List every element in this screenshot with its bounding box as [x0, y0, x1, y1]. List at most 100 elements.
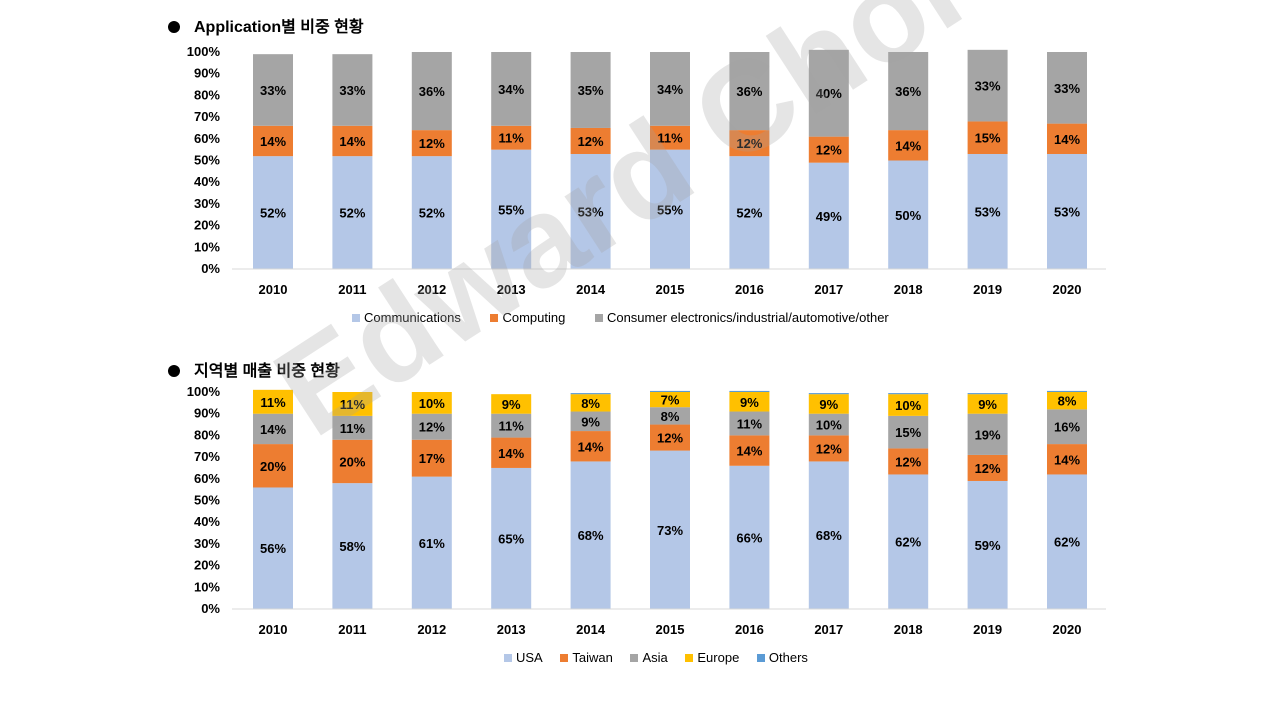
bullet-icon	[168, 365, 180, 377]
bar-segment-communications	[650, 149, 690, 269]
data-label: 33%	[260, 83, 286, 98]
bar-segment-computing	[729, 130, 770, 157]
x-tick-label: 2010	[259, 282, 288, 297]
bar-segment-communications	[253, 156, 293, 269]
legend-swatch	[560, 654, 569, 662]
chart2-legend: USA Taiwan Asia Europe Others	[504, 650, 808, 665]
data-label: 8%	[1058, 394, 1077, 409]
application-share-chart: 0% 10% 20% 30% 40% 50% 60% 70% 80% 90% 100% 52% 14% 3…	[0, 0, 1280, 340]
x-tick-label: 2016	[735, 622, 764, 637]
bar-segment-computing	[650, 125, 690, 150]
data-label: 68%	[578, 528, 604, 543]
data-label: 33%	[975, 79, 1001, 94]
bar-segment-consumer	[253, 54, 293, 126]
x-tick-label: 2012	[417, 282, 446, 297]
application-share-chart-svg: 0% 10% 20% 30% 40% 50% 60% 70% 80% 90% 100% 52% 14% 3…	[187, 44, 1106, 297]
data-label: 17%	[419, 451, 445, 466]
data-label: 35%	[578, 83, 604, 98]
data-label: 34%	[657, 82, 683, 97]
x-tick-label: 2010	[259, 622, 288, 637]
x-tick-label: 2012	[417, 622, 446, 637]
data-label: 61%	[419, 536, 445, 551]
chart1-title-text: Application별 비중 현황	[194, 19, 364, 36]
bar-segment-europe	[1047, 392, 1087, 410]
bar-segment-communications	[1047, 153, 1087, 269]
bar-segment-europe	[967, 394, 1008, 414]
bar-segment-computing	[967, 121, 1008, 154]
data-label: 7%	[661, 393, 680, 408]
legend-swatch	[630, 654, 639, 662]
bar-segment-usa	[888, 474, 929, 609]
legend-item-others: Others	[756, 650, 808, 665]
data-label: 12%	[895, 454, 921, 469]
y-tick-label: 80%	[194, 87, 220, 102]
bar-segment-communications	[411, 156, 452, 269]
bar-segment-usa	[411, 476, 452, 609]
y-tick-label: 30%	[194, 196, 220, 211]
bar-segment-consumer	[1047, 52, 1087, 124]
bar-segment-usa	[253, 487, 293, 609]
region-share-chart: 0% 10% 20% 30% 40% 50% 60% 70% 80% 90% 100% 56% 20% 1…	[0, 345, 1280, 690]
data-label: 50%	[895, 208, 921, 223]
bar-segment-europe	[332, 392, 373, 416]
data-label: 33%	[1054, 81, 1080, 96]
bar-segment-taiwan	[253, 444, 293, 488]
data-label: 15%	[895, 425, 921, 440]
y-tick-label: 100%	[187, 384, 221, 399]
bar-segment-consumer	[491, 52, 532, 126]
data-label: 58%	[339, 539, 365, 554]
bar-segment-taiwan	[808, 435, 849, 462]
data-label: 12%	[657, 431, 683, 446]
data-label: 11%	[260, 395, 286, 410]
legend-label: Taiwan	[572, 650, 613, 665]
bar-segment-communications	[967, 153, 1008, 269]
legend-swatch	[504, 654, 512, 662]
legend-label: Others	[768, 650, 808, 665]
data-label: 52%	[736, 206, 762, 221]
data-label: 62%	[895, 535, 921, 550]
data-label: 59%	[975, 538, 1001, 553]
data-label: 12%	[736, 136, 762, 151]
x-tick-label: 2011	[338, 622, 366, 637]
y-tick-label: 90%	[194, 66, 220, 81]
y-tick-label: 60%	[194, 471, 220, 486]
bar-segment-europe	[570, 394, 611, 412]
x-tick-label: 2011	[338, 282, 366, 297]
bar-segment-computing	[332, 125, 373, 157]
bar-segment-others	[650, 390, 690, 392]
x-tick-label: 2014	[576, 282, 606, 297]
bar-segment-europe	[650, 392, 690, 408]
bar-segment-others	[570, 393, 611, 395]
data-label: 12%	[578, 134, 604, 149]
legend-swatch	[685, 654, 694, 662]
data-label: 11%	[499, 419, 525, 434]
bar-segment-usa	[332, 483, 373, 609]
legend-label: Europe	[697, 650, 740, 665]
bar-segment-communications	[729, 156, 770, 269]
legend-label: Asia	[642, 650, 668, 665]
y-tick-label: 70%	[194, 449, 220, 464]
y-tick-label: 40%	[194, 514, 220, 529]
x-tick-label: 2015	[656, 622, 685, 637]
bar-segment-communications	[888, 160, 929, 269]
data-label: 34%	[498, 82, 524, 97]
bar-segment-computing	[1047, 123, 1087, 154]
legend-item-europe: Europe	[685, 650, 739, 665]
bar-segment-computing	[888, 130, 929, 161]
bar-segment-usa	[808, 461, 849, 609]
bar-segment-consumer	[729, 52, 770, 131]
y-tick-label: 0%	[201, 261, 220, 276]
bar-segment-consumer	[888, 52, 929, 131]
data-label: 12%	[975, 461, 1001, 476]
data-label: 11%	[340, 421, 366, 436]
data-label: 52%	[339, 206, 365, 221]
data-label: 11%	[737, 416, 763, 431]
data-label: 53%	[975, 204, 1001, 219]
legend-label: Computing	[502, 310, 566, 325]
legend-item-computing: Computing	[490, 310, 565, 325]
data-label: 14%	[578, 439, 604, 454]
y-tick-label: 20%	[194, 218, 220, 233]
bar-segment-computing	[808, 136, 849, 163]
data-label: 14%	[1054, 132, 1080, 147]
bar-segment-taiwan	[1047, 444, 1087, 475]
